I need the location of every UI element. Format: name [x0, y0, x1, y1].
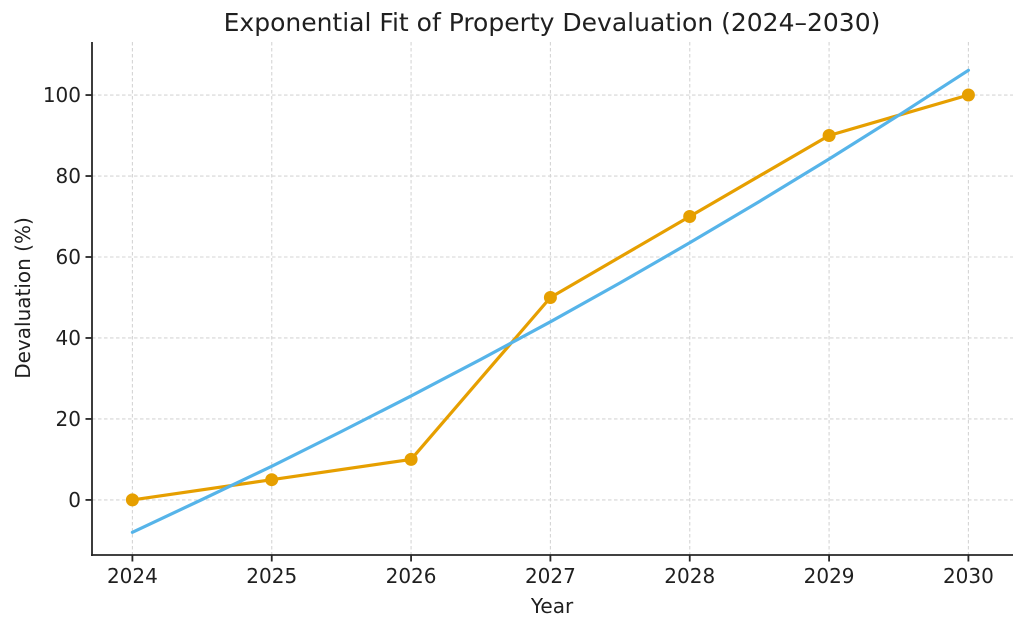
x-tick-label: 2024 — [107, 564, 158, 588]
data-series — [125, 68, 975, 534]
axes: 2024 2025 2026 2027 2028 2029 2030 0 20 40 60 80 100 — [43, 42, 1013, 588]
y-tick-label: 60 — [56, 245, 81, 269]
x-tick-label: 2026 — [386, 564, 437, 588]
y-tick-label: 20 — [56, 407, 81, 431]
data-point-observed-devaluation — [543, 291, 557, 304]
x-tick-label: 2030 — [943, 564, 994, 588]
x-axis-label: Year — [530, 594, 574, 618]
x-tick-label: 2028 — [664, 564, 715, 588]
data-point-observed-devaluation — [822, 129, 836, 142]
y-tick-label: 100 — [43, 83, 81, 107]
series-line-exponential-fit — [130, 68, 970, 534]
data-point-observed-devaluation — [265, 473, 279, 487]
chart-title: Exponential Fit of Property Devaluation … — [224, 8, 881, 37]
x-tick-label: 2029 — [804, 564, 855, 588]
y-axis-label: Devaluation (%) — [11, 217, 35, 379]
data-point-observed-devaluation — [404, 452, 418, 466]
y-tick-label: 80 — [56, 164, 81, 188]
gridlines — [92, 42, 1013, 555]
x-tick-label: 2027 — [525, 564, 576, 588]
data-point-observed-devaluation — [961, 88, 975, 102]
y-tick-label: 40 — [56, 326, 81, 350]
data-point-observed-devaluation — [683, 210, 697, 223]
chart-labels: Exponential Fit of Property Devaluation … — [11, 8, 880, 618]
data-point-observed-devaluation — [125, 493, 139, 507]
x-tick-label: 2025 — [246, 564, 297, 588]
y-tick-label: 0 — [68, 488, 81, 512]
